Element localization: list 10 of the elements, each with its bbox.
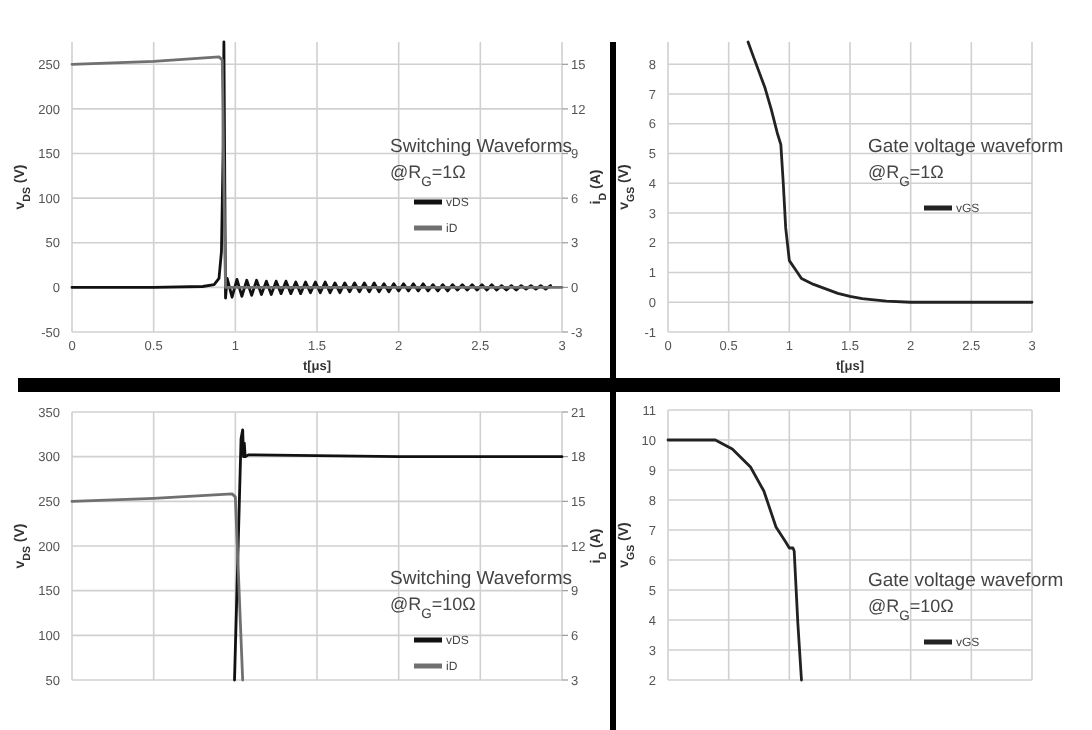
annotation: Gate voltage waveform: [868, 136, 1064, 158]
annotation: @R$_{G}$=1Ω: [390, 162, 467, 189]
annotation: Gate voltage waveform: [868, 570, 1064, 592]
annotation: @R$_{G}$=1Ω: [868, 162, 945, 189]
line-series: [666, 438, 803, 682]
line-series: [70, 492, 245, 682]
annotation: Switching Waveforms: [390, 568, 573, 590]
annotation: Switching Waveforms: [390, 136, 573, 158]
annotation: @R$_{G}$=10Ω: [868, 596, 955, 623]
annotation: @R$_{G}$=10Ω: [390, 594, 477, 621]
